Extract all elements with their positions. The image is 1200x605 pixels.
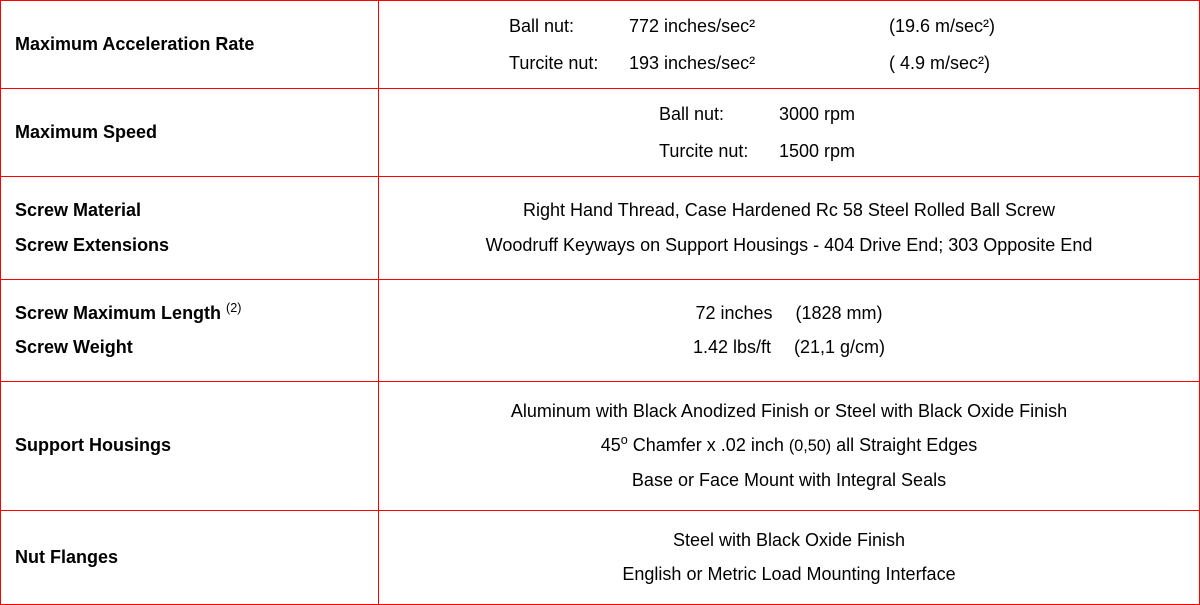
row-value: Right Hand Thread, Case Hardened Rc 58 S… xyxy=(379,177,1200,279)
spec-table: Maximum Acceleration RateBall nut:772 in… xyxy=(0,0,1200,605)
table-row: Support HousingsAluminum with Black Anod… xyxy=(1,381,1200,510)
row-value: Ball nut:3000 rpmTurcite nut:1500 rpm xyxy=(379,89,1200,177)
row-label: Screw MaterialScrew Extensions xyxy=(1,177,379,279)
row-value: Aluminum with Black Anodized Finish or S… xyxy=(379,381,1200,510)
row-label: Screw Maximum Length (2)Screw Weight xyxy=(1,279,379,381)
spec-table-body: Maximum Acceleration RateBall nut:772 in… xyxy=(1,1,1200,605)
row-value: Ball nut:772 inches/sec²(19.6 m/sec²)Tur… xyxy=(379,1,1200,89)
row-label: Support Housings xyxy=(1,381,379,510)
row-label: Nut Flanges xyxy=(1,510,379,604)
table-row: Screw Maximum Length (2)Screw Weight72 i… xyxy=(1,279,1200,381)
table-row: Nut FlangesSteel with Black Oxide Finish… xyxy=(1,510,1200,604)
table-row: Screw MaterialScrew ExtensionsRight Hand… xyxy=(1,177,1200,279)
table-row: Maximum Acceleration RateBall nut:772 in… xyxy=(1,1,1200,89)
row-value: Steel with Black Oxide FinishEnglish or … xyxy=(379,510,1200,604)
row-label: Maximum Speed xyxy=(1,89,379,177)
table-row: Maximum SpeedBall nut:3000 rpmTurcite nu… xyxy=(1,89,1200,177)
row-label: Maximum Acceleration Rate xyxy=(1,1,379,89)
row-value: 72 inches (1828 mm)1.42 lbs/ft (21,1 g/c… xyxy=(379,279,1200,381)
